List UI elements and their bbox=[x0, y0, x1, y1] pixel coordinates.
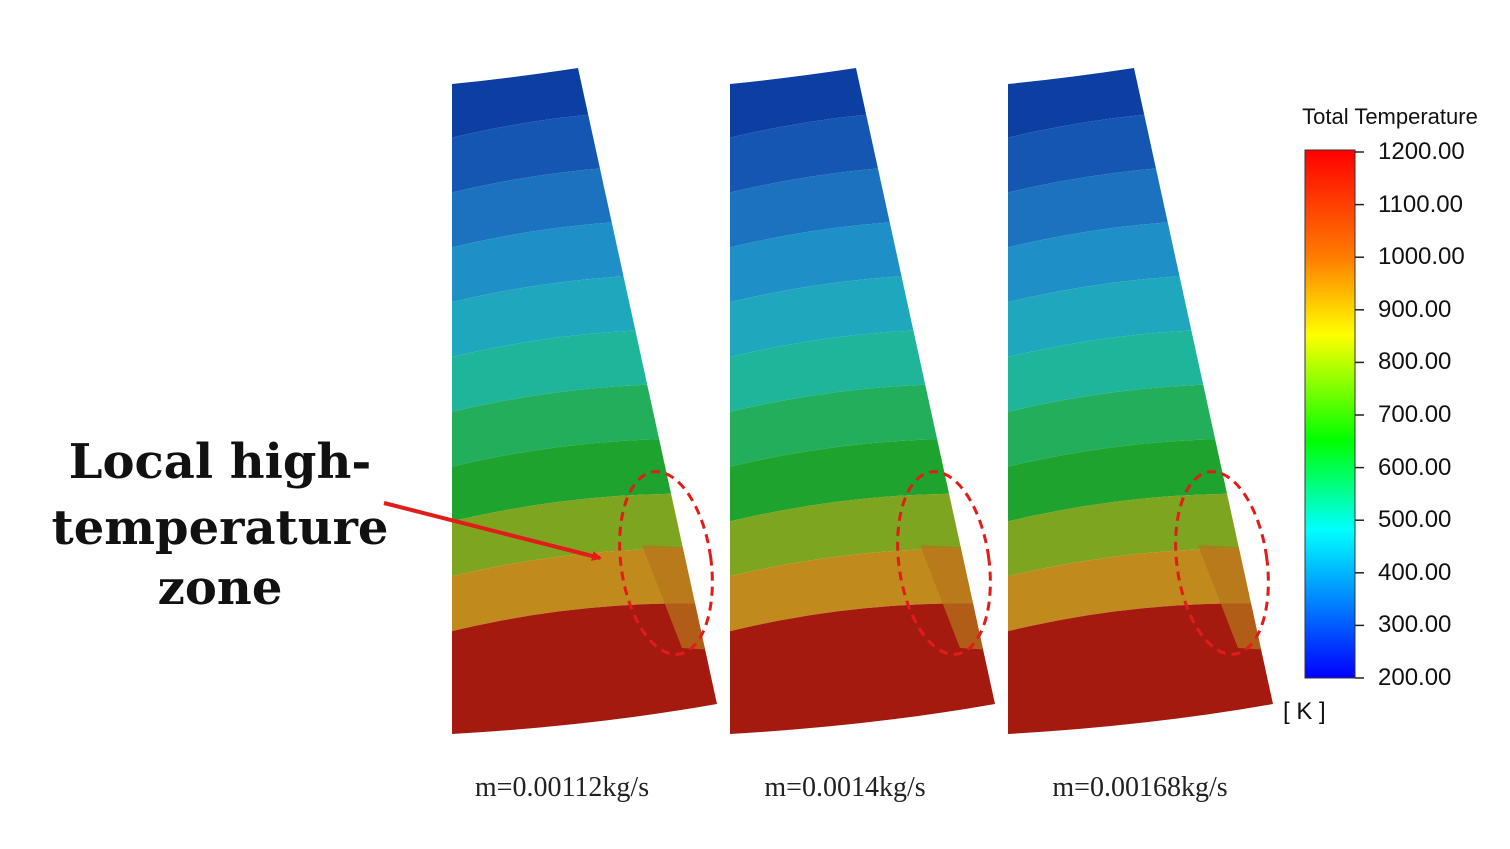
colorbar-ticks bbox=[1355, 151, 1364, 679]
colorbar-tick-label: 200.00 bbox=[1378, 664, 1452, 691]
contour-panel-1 bbox=[452, 68, 717, 734]
colorbar-title: Total Temperature bbox=[1302, 104, 1478, 129]
colorbar-tick-label: 500.00 bbox=[1378, 506, 1452, 534]
colorbar-tick-label: 300.00 bbox=[1378, 611, 1452, 639]
high-temp-zone-ellipse bbox=[1174, 470, 1270, 656]
colorbar-tick-label: 900.00 bbox=[1378, 295, 1452, 323]
colorbar bbox=[1304, 149, 1364, 679]
high-temp-zone-ellipse bbox=[896, 470, 992, 656]
contour-panel-3 bbox=[1008, 68, 1273, 734]
panel-2-caption: m=0.0014kg/s bbox=[764, 772, 926, 803]
temperature-band bbox=[1008, 438, 1273, 523]
callout-line-2: temperature zone bbox=[51, 500, 389, 616]
callout-line-1: Local high- bbox=[68, 434, 372, 490]
colorbar-gradient bbox=[1304, 149, 1356, 679]
colorbar-tick-label: 600.00 bbox=[1378, 453, 1452, 481]
temperature-band bbox=[1008, 493, 1273, 578]
temperature-band bbox=[452, 438, 717, 523]
high-temp-zone-ellipse bbox=[618, 470, 714, 656]
panel-3-caption: m=0.00168kg/s bbox=[1052, 772, 1228, 803]
colorbar-tick-label: 1200.00 bbox=[1378, 138, 1465, 165]
colorbar-tick-label: 1000.00 bbox=[1378, 243, 1465, 271]
colorbar-tick-label: 800.00 bbox=[1378, 348, 1452, 376]
contour-panels bbox=[452, 68, 1273, 734]
colorbar-tick-label: 1100.00 bbox=[1378, 190, 1463, 218]
temperature-band bbox=[452, 493, 717, 578]
temperature-band bbox=[730, 493, 995, 578]
panel-1-caption: m=0.00112kg/s bbox=[474, 772, 650, 803]
colorbar-tick-label: 400.00 bbox=[1378, 558, 1452, 586]
colorbar-tick-label: 700.00 bbox=[1378, 401, 1452, 428]
temperature-band bbox=[730, 438, 995, 523]
contour-panel-2 bbox=[730, 68, 995, 734]
callout-arrow bbox=[383, 501, 602, 561]
colorbar-unit: [ K ] bbox=[1283, 698, 1326, 725]
